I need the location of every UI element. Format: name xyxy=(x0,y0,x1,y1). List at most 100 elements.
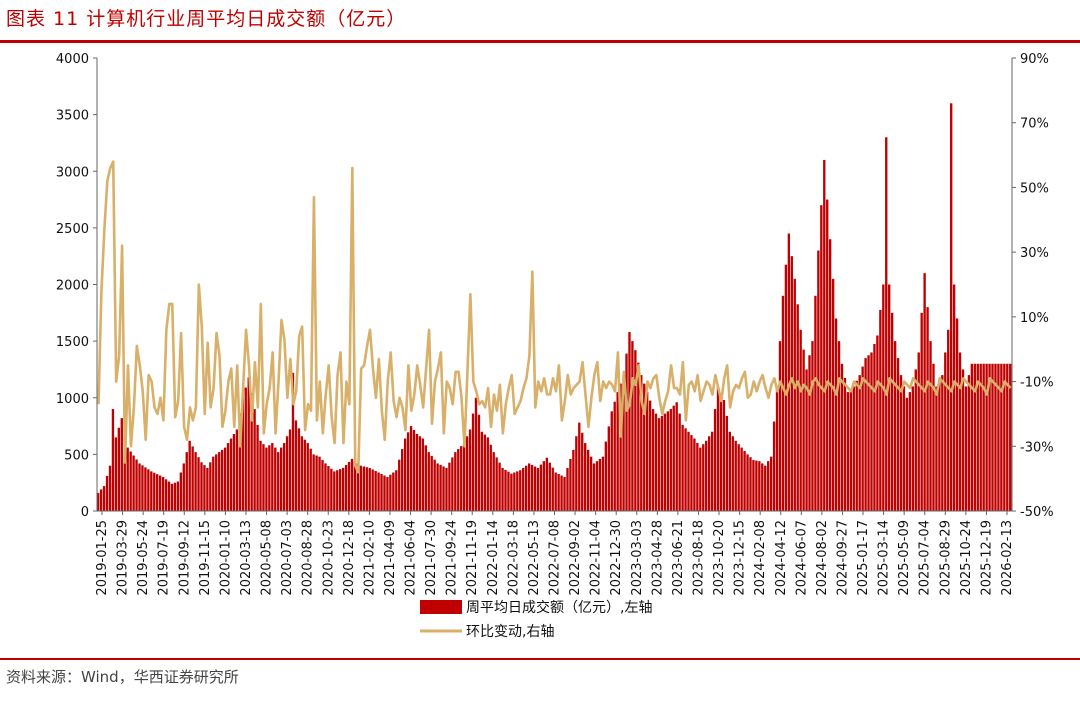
bar-mark xyxy=(339,469,342,511)
bar-mark xyxy=(492,452,495,511)
bar-mark xyxy=(406,432,410,511)
bar-mark xyxy=(607,426,610,511)
bar-mark xyxy=(533,466,537,511)
bar-mark xyxy=(164,479,168,511)
bar-mark xyxy=(693,438,696,511)
x-tick-label: 2024-08-02 xyxy=(815,520,830,596)
y-tick-label: 4000 xyxy=(56,52,89,67)
bar-mark xyxy=(365,467,368,511)
bar-mark xyxy=(253,409,256,511)
bar-mark xyxy=(330,468,333,511)
x-tick-label: 2022-05-13 xyxy=(527,520,542,596)
bar-mark xyxy=(787,233,791,512)
bar-mark xyxy=(377,472,380,511)
bar-mark xyxy=(820,205,823,511)
line-series xyxy=(97,160,1012,474)
bar-mark xyxy=(728,431,731,511)
x-tick-label: 2020-05-08 xyxy=(260,520,275,596)
bar-mark xyxy=(368,467,371,511)
bar-mark xyxy=(527,463,531,511)
bar-mark xyxy=(380,473,383,511)
bar-mark xyxy=(805,369,808,511)
bar-mark xyxy=(280,447,283,511)
bar-mark xyxy=(436,463,439,511)
bar-mark xyxy=(232,433,236,511)
bar-mark xyxy=(885,137,888,511)
bar-mark xyxy=(896,358,900,511)
bar-mark xyxy=(911,386,914,511)
bar-mark xyxy=(371,469,374,511)
y2-tick-label: 30% xyxy=(1020,246,1049,261)
bar-mark xyxy=(285,436,289,511)
bar-mark xyxy=(944,352,947,511)
bar-mark xyxy=(976,363,979,511)
bar-mark xyxy=(861,366,864,511)
bar-mark xyxy=(194,452,197,511)
bar-mark xyxy=(560,475,563,511)
bar-mark xyxy=(333,471,336,511)
bar-mark xyxy=(604,441,608,511)
bar-mark xyxy=(663,413,667,511)
bar-mark xyxy=(1003,363,1006,511)
bar-mark xyxy=(362,466,365,511)
legend-line-label: 环比变动,右轴 xyxy=(466,624,554,640)
y-tick-label: 3000 xyxy=(56,165,89,180)
x-tick-label: 2023-04-28 xyxy=(650,520,665,596)
bar-mark xyxy=(336,470,339,511)
bar-mark xyxy=(480,431,484,511)
bar-mark xyxy=(468,429,472,511)
bar-mark xyxy=(132,455,135,511)
x-tick-label: 2021-11-19 xyxy=(465,520,480,596)
bar-mark xyxy=(749,457,752,511)
bar-mark xyxy=(141,465,144,511)
y-tick-label: 2000 xyxy=(56,279,89,294)
bar-mark xyxy=(501,467,504,511)
bar-mark xyxy=(374,471,377,511)
x-tick-label: 2019-03-29 xyxy=(116,520,131,596)
bar-mark xyxy=(542,461,546,511)
bar-mark xyxy=(675,402,678,511)
bar-mark xyxy=(985,363,988,511)
x-tick-label: 2022-09-02 xyxy=(568,520,583,596)
source-note: 资料来源：Wind，华西证券研究所 xyxy=(6,668,239,686)
bar-mark xyxy=(294,420,298,511)
bar-mark xyxy=(401,449,404,511)
bar-mark xyxy=(223,447,227,511)
bar-mark xyxy=(716,386,720,511)
bar-mark xyxy=(212,456,215,511)
bar-mark xyxy=(740,447,743,511)
bar-mark xyxy=(575,436,578,511)
bar-mark xyxy=(513,472,516,511)
bar-mark xyxy=(442,466,445,511)
x-tick-label: 2023-06-21 xyxy=(671,520,686,596)
bar-mark xyxy=(613,401,616,511)
bar-mark xyxy=(817,250,820,511)
bar-mark xyxy=(890,312,894,511)
bar-mark xyxy=(433,459,436,511)
bar-mark xyxy=(952,284,956,511)
bar-mark xyxy=(129,451,132,511)
bar-mark xyxy=(262,444,265,511)
bar-mark xyxy=(392,472,395,511)
bar-mark xyxy=(250,393,253,511)
bar-mark xyxy=(539,464,543,511)
bar-mark xyxy=(138,463,141,511)
bar-mark xyxy=(699,447,702,511)
bar-mark xyxy=(209,462,212,511)
bar-mark xyxy=(601,456,605,511)
bar-mark xyxy=(303,439,306,511)
bar-mark xyxy=(802,349,805,511)
bar-mark xyxy=(707,436,711,511)
bar-mark xyxy=(321,460,324,511)
bar-mark xyxy=(893,341,897,512)
bar-mark xyxy=(616,392,619,511)
bar-mark xyxy=(1009,363,1012,511)
bar-mark xyxy=(840,363,844,511)
bar-mark xyxy=(646,392,649,511)
bar-mark xyxy=(864,358,867,511)
bar-mark xyxy=(669,409,672,511)
y2-tick-label: 10% xyxy=(1020,311,1049,326)
bar-mark xyxy=(206,467,209,511)
bar-mark xyxy=(572,449,575,511)
